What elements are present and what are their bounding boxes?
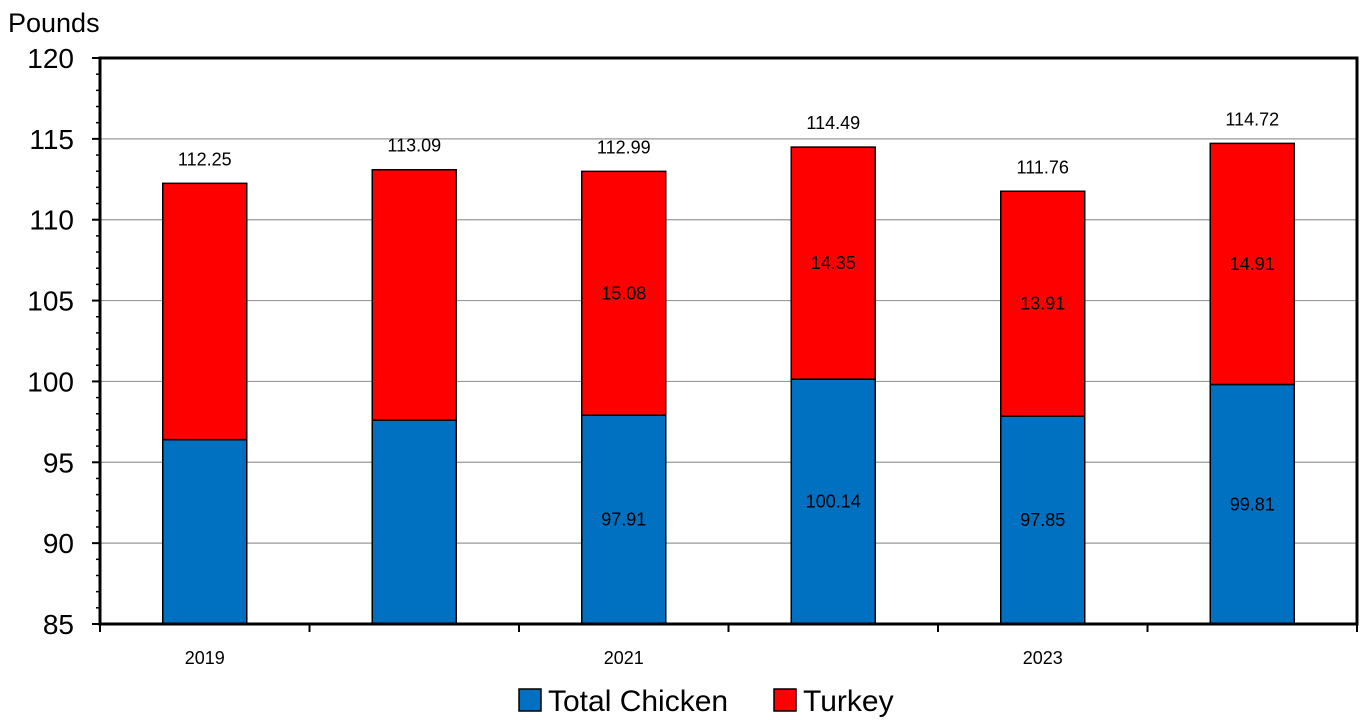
total-label-2021: 112.99	[597, 137, 651, 157]
total-label-2024: 114.72	[1225, 109, 1279, 129]
data-label-turkey-2022: 14.35	[811, 253, 856, 273]
gridlines	[100, 138, 1357, 544]
y-tick-label: 105	[27, 286, 74, 317]
bar-total-chicken-2024	[1209, 383, 1295, 625]
bar-total-chicken-2020	[371, 419, 457, 625]
legend-label-turkey: Turkey	[803, 685, 894, 718]
total-label-2022: 114.49	[806, 113, 860, 133]
x-tick-label: 2023	[1023, 648, 1063, 668]
bar-turkey-2020	[371, 168, 457, 421]
y-tick-label: 100	[27, 366, 74, 397]
plot-area-border	[98, 56, 1359, 626]
data-label-turkey-2023: 13.91	[1020, 294, 1065, 314]
bar-total-chicken-2023	[1000, 415, 1086, 625]
data-label-total-chicken-2024: 99.81	[1230, 494, 1275, 514]
bar-turkey-2022	[790, 146, 876, 380]
total-label-2019: 112.25	[178, 149, 232, 169]
y-tick-label: 90	[43, 528, 74, 559]
axes: 85 90 95 100 105 110 115 120 2019 2021 2023	[27, 43, 1358, 668]
bar-turkey-2019	[162, 182, 248, 441]
data-label-total-chicken-2021: 97.91	[601, 510, 646, 530]
data-label-turkey-2024: 14.91	[1230, 254, 1275, 274]
bar-turkey-2023	[1000, 190, 1086, 417]
y-tick-label: 115	[29, 124, 74, 155]
legend-label-total-chicken: Total Chicken	[548, 685, 728, 718]
y-axis-unit-label: Pounds	[8, 8, 100, 38]
bar-total-chicken-2019	[162, 438, 248, 625]
data-label-total-chicken-2023: 97.85	[1020, 510, 1065, 530]
legend-swatch-total-chicken	[518, 688, 542, 712]
x-tick-label: 2019	[185, 648, 225, 668]
bar-turkey-2024	[1209, 142, 1295, 386]
y-tick-label: 95	[43, 447, 74, 478]
total-label-2023: 111.76	[1017, 157, 1069, 177]
y-tick-label: 120	[27, 43, 74, 74]
bar-total-chicken-2022	[790, 378, 876, 625]
y-tick-label: 110	[29, 205, 74, 236]
data-labels: 112.25 113.09 97.91 15.08 112.99 100.14 14.35 1…	[178, 109, 1279, 530]
total-label-2020: 113.09	[387, 136, 441, 156]
x-tick-label: 2021	[604, 648, 644, 668]
y-tick-label: 85	[43, 609, 74, 640]
data-label-turkey-2021: 15.08	[601, 283, 646, 303]
legend-swatch-turkey	[773, 688, 797, 712]
bars	[162, 142, 1295, 625]
data-label-total-chicken-2022: 100.14	[806, 492, 861, 512]
legend: Total Chicken Turkey	[518, 685, 894, 718]
bar-turkey-2021	[581, 170, 667, 416]
